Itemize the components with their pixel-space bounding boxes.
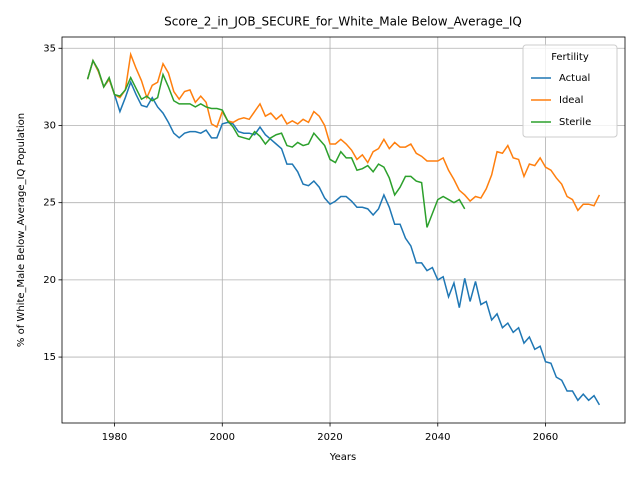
series-line (86, 58, 601, 406)
x-tick-label: 2040 (425, 432, 450, 443)
y-axis-label: % of White_Male Below_Average_IQ Populat… (16, 113, 27, 347)
x-tick-label: 2060 (533, 432, 558, 443)
chart-title: Score_2_in_JOB_SECURE_for_White_Male Bel… (164, 15, 522, 29)
series-line (86, 58, 466, 228)
x-tick-label: 2020 (317, 432, 342, 443)
legend-box (522, 44, 618, 138)
y-tick-label: 15 (43, 352, 56, 363)
legend-label: Sterile (559, 117, 591, 128)
x-axis-label: Years (329, 452, 356, 463)
legend-label: Ideal (559, 95, 583, 106)
y-tick-label: 20 (43, 275, 56, 286)
x-tick-label: 2000 (210, 432, 235, 443)
legend-label: Actual (559, 73, 590, 84)
series-line (86, 51, 601, 212)
y-tick-label: 30 (43, 120, 56, 131)
y-tick-label: 25 (43, 198, 56, 209)
x-tick-label: 1980 (102, 432, 127, 443)
plot-frame (61, 36, 626, 424)
legend-title: Fertility (551, 52, 589, 63)
y-tick-label: 35 (43, 43, 56, 54)
